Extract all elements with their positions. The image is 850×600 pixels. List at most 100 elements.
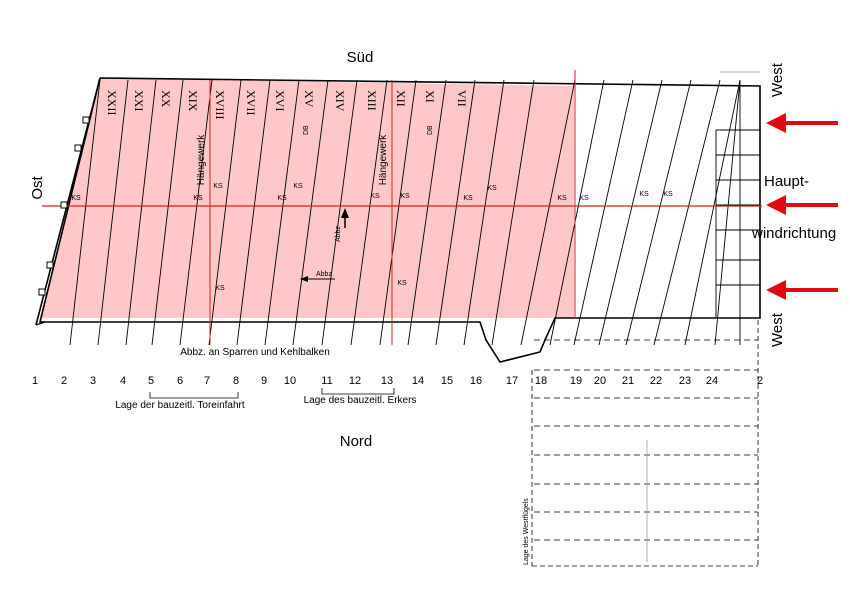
rafter-line: [714, 79, 741, 346]
roman-numeral: XVI: [273, 90, 287, 111]
roman-numeral: XII: [394, 90, 408, 107]
roman-numeral: XV: [302, 90, 316, 108]
roman-numeral: XXI: [132, 90, 146, 111]
axis-number: 17: [506, 375, 518, 387]
rafter-line: [151, 79, 184, 346]
rafter-line: [179, 79, 213, 346]
east-wall-markers: [38, 116, 90, 296]
roman-numeral: XI: [423, 90, 437, 103]
east-wall-marker: [60, 201, 68, 209]
axis-number: 6: [177, 375, 183, 387]
axis-number: 8: [233, 375, 239, 387]
axis-number: 2: [61, 375, 67, 387]
axis-number: 15: [441, 375, 453, 387]
roman-numeral: XX: [159, 90, 173, 108]
west-wing-outline: [531, 320, 759, 567]
rafter-line: [407, 79, 447, 346]
west-wing-steps: [715, 129, 760, 318]
rafter-line: [491, 79, 535, 346]
axis-number: 16: [470, 375, 482, 387]
wind-arrow-middle: [766, 195, 838, 215]
east-wall-marker: [38, 288, 46, 296]
rafter-line: [236, 79, 271, 346]
building-outline: [38, 77, 761, 363]
axis-number: 13: [381, 375, 393, 387]
ks-label: KS: [277, 195, 287, 202]
axis-number: 23: [679, 375, 691, 387]
rafter-line: [653, 79, 721, 346]
axis-number: 2: [757, 375, 763, 387]
roman-numeral: XXII: [105, 90, 119, 115]
axis-number: 1: [32, 375, 38, 387]
abbz-label-1: Abbz: [335, 226, 342, 242]
rafter-line: [379, 79, 417, 346]
ks-label: KS: [370, 193, 380, 200]
roman-numeral: XIX: [186, 90, 200, 112]
west-label-bottom: West: [769, 312, 786, 347]
ks-label: KS: [663, 191, 673, 198]
ks-label: KS: [487, 185, 497, 192]
abbz-arrowhead-up: [341, 208, 349, 218]
axis-number: 10: [284, 375, 296, 387]
west-wing-note: Lage des Westflügels: [523, 498, 530, 565]
east-wall-marker: [82, 116, 90, 124]
rafter-line: [125, 79, 157, 346]
rafter-line: [520, 79, 576, 346]
axis-number: 14: [412, 375, 424, 387]
rafter-line: [625, 79, 692, 346]
axis-number: 7: [204, 375, 210, 387]
wind-arrow-bottom: [766, 280, 838, 300]
abbz-arrowhead: [300, 276, 308, 282]
rafter-line: [684, 79, 741, 346]
axis-number: 4: [120, 375, 126, 387]
rafter-line: [69, 79, 101, 346]
ks-label: KS: [639, 191, 649, 198]
west-wing-lines: [534, 339, 758, 541]
ks-label: KS: [579, 195, 589, 202]
ks-label: KS: [215, 285, 225, 292]
axis-number: 24: [706, 375, 718, 387]
axis-number: 22: [650, 375, 662, 387]
roman-numeral: XVIII: [213, 90, 227, 119]
axis-number: 5: [148, 375, 154, 387]
axis-number: 12: [349, 375, 361, 387]
haengewerk-label-2: Hängewerk: [378, 134, 389, 186]
axis-number: 18: [535, 375, 547, 387]
rafter-line: [549, 79, 605, 346]
axis-number: 9: [261, 375, 267, 387]
axis-number: 19: [570, 375, 582, 387]
ks-label: KS: [463, 195, 473, 202]
wind-label-line2: windrichtung: [751, 225, 836, 242]
axis-number: 11: [321, 375, 332, 387]
rafter-line: [598, 79, 663, 346]
haengewerk-label-1: Hängewerk: [196, 134, 207, 186]
rafter-line: [264, 79, 300, 346]
axis-number: 20: [594, 375, 606, 387]
wind-arrow-top: [766, 113, 838, 133]
roman-numeral: XVII: [244, 90, 258, 115]
rafter-note: Abbz. an Sparren und Kehlbalken: [180, 347, 330, 358]
west-label-top: West: [769, 62, 786, 97]
ks-labels: KS KS KS KS KS KS KS KS KS KS KS KS KS KS KS: [71, 183, 673, 292]
ks-label: KS: [557, 195, 567, 202]
ks-label: KS: [397, 280, 407, 287]
gate-bracket: [149, 392, 239, 399]
ks-label: KS: [293, 183, 303, 190]
east-label: Ost: [29, 176, 46, 200]
ks-label: KS: [213, 183, 223, 190]
roman-numeral: XIII: [365, 90, 379, 111]
south-label: Süd: [347, 49, 374, 66]
wall-corner-inner: [35, 321, 46, 326]
rafter-line: [350, 79, 388, 346]
roman-numeral: XIV: [333, 90, 347, 112]
rafter-line: [435, 79, 476, 346]
rafter-line: [321, 79, 358, 346]
roman-numeral: VII: [455, 90, 469, 107]
shaded-roof-area: [40, 78, 574, 318]
ks-label: KS: [71, 195, 81, 202]
roman-numerals-top: XXII XXI XX XIX XVIII XVII XVI XV XIV XIII XII XI VI…: [105, 90, 469, 119]
rafter-line: [97, 79, 129, 346]
gate-note: Lage der bauzeitl. Toreinfahrt: [115, 400, 245, 411]
north-label: Nord: [340, 433, 373, 450]
